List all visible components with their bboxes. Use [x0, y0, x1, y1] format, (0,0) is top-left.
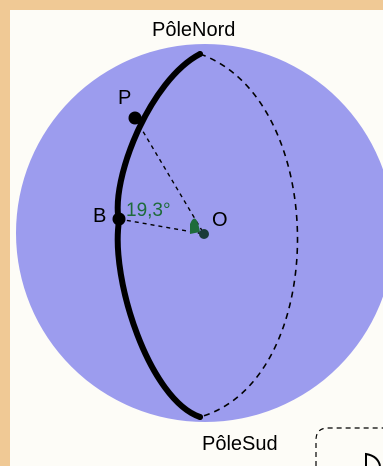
north-pole-label: PôleNord: [152, 19, 235, 41]
point-p-label: P: [118, 87, 131, 109]
point-b-label: B: [93, 205, 106, 227]
callout-glyph: [365, 452, 381, 466]
radius-op: [134, 117, 205, 235]
point-south-pole: [197, 414, 203, 420]
angle-marker: [190, 218, 200, 234]
meridian-back-dashed: [199, 53, 299, 418]
point-b: [112, 212, 126, 226]
center-label: O: [212, 209, 228, 231]
radius-ob: [118, 218, 205, 235]
point-o: [199, 229, 209, 239]
point-north-pole: [197, 51, 203, 57]
angle-label: 19,3°: [126, 200, 171, 221]
dashed-callout-box: [315, 427, 383, 466]
point-p: [128, 111, 142, 125]
south-pole-label: PôleSud: [202, 433, 278, 455]
